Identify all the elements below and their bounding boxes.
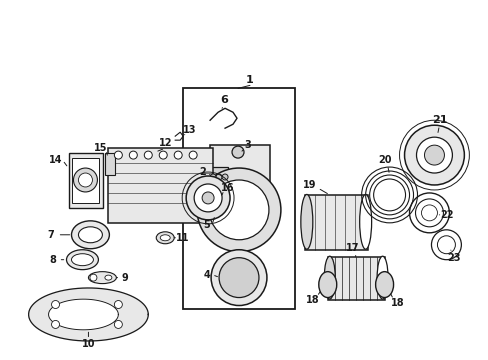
- Text: 2: 2: [199, 167, 206, 177]
- Circle shape: [202, 192, 214, 204]
- Circle shape: [78, 173, 92, 187]
- Text: 22: 22: [440, 210, 453, 220]
- Bar: [68, 153, 103, 208]
- Circle shape: [144, 151, 152, 159]
- Circle shape: [404, 125, 464, 185]
- Ellipse shape: [375, 272, 393, 298]
- Ellipse shape: [300, 194, 312, 249]
- Circle shape: [174, 151, 182, 159]
- Text: 21: 21: [431, 115, 447, 125]
- Text: 20: 20: [377, 155, 390, 165]
- Circle shape: [209, 180, 268, 240]
- Polygon shape: [48, 299, 118, 330]
- Ellipse shape: [71, 254, 93, 266]
- Text: 18: 18: [390, 297, 404, 307]
- Text: 13: 13: [183, 125, 197, 135]
- Circle shape: [210, 174, 216, 180]
- Text: 15: 15: [94, 143, 107, 153]
- Circle shape: [186, 176, 229, 220]
- Ellipse shape: [359, 194, 371, 249]
- Text: 19: 19: [303, 180, 316, 190]
- Polygon shape: [29, 288, 148, 341]
- Circle shape: [114, 151, 122, 159]
- Ellipse shape: [105, 275, 112, 280]
- Text: 6: 6: [220, 95, 227, 105]
- Text: 16: 16: [221, 183, 234, 193]
- Bar: [105, 153, 115, 175]
- Ellipse shape: [78, 227, 102, 243]
- Circle shape: [129, 151, 137, 159]
- Text: 11: 11: [176, 233, 189, 243]
- Circle shape: [159, 151, 167, 159]
- Text: 8: 8: [49, 255, 56, 265]
- Bar: [108, 148, 213, 223]
- Circle shape: [222, 174, 227, 180]
- Ellipse shape: [66, 250, 98, 270]
- Bar: [327, 257, 384, 300]
- Circle shape: [114, 301, 122, 309]
- Bar: [72, 158, 99, 203]
- Circle shape: [219, 258, 259, 298]
- Bar: [183, 88, 294, 310]
- Bar: [304, 195, 367, 250]
- Circle shape: [197, 168, 280, 252]
- Text: 7: 7: [47, 230, 54, 240]
- Circle shape: [232, 146, 244, 158]
- Circle shape: [51, 301, 60, 309]
- Circle shape: [216, 174, 222, 180]
- Circle shape: [114, 320, 122, 328]
- Circle shape: [416, 137, 451, 173]
- Text: 12: 12: [158, 138, 172, 148]
- Bar: [210, 145, 269, 200]
- Ellipse shape: [90, 274, 97, 281]
- Bar: [408, 147, 428, 163]
- Ellipse shape: [376, 256, 387, 299]
- Bar: [210, 167, 227, 187]
- Circle shape: [211, 250, 266, 306]
- Ellipse shape: [160, 235, 170, 241]
- Circle shape: [424, 145, 444, 165]
- Text: 4: 4: [203, 270, 210, 280]
- Circle shape: [51, 320, 60, 328]
- Text: 23: 23: [447, 253, 460, 263]
- Text: 18: 18: [305, 294, 319, 305]
- Text: 9: 9: [122, 273, 128, 283]
- Text: 10: 10: [81, 339, 95, 349]
- Text: 17: 17: [345, 243, 359, 253]
- Ellipse shape: [318, 272, 336, 298]
- Circle shape: [189, 151, 197, 159]
- Text: 5: 5: [203, 220, 210, 230]
- Ellipse shape: [88, 272, 116, 284]
- Text: 1: 1: [245, 75, 253, 85]
- Circle shape: [194, 184, 222, 212]
- Ellipse shape: [324, 256, 335, 299]
- Ellipse shape: [71, 221, 109, 249]
- Circle shape: [73, 168, 97, 192]
- Ellipse shape: [156, 232, 174, 244]
- Circle shape: [421, 205, 437, 221]
- Text: 3: 3: [244, 140, 251, 150]
- Text: 14: 14: [49, 155, 62, 165]
